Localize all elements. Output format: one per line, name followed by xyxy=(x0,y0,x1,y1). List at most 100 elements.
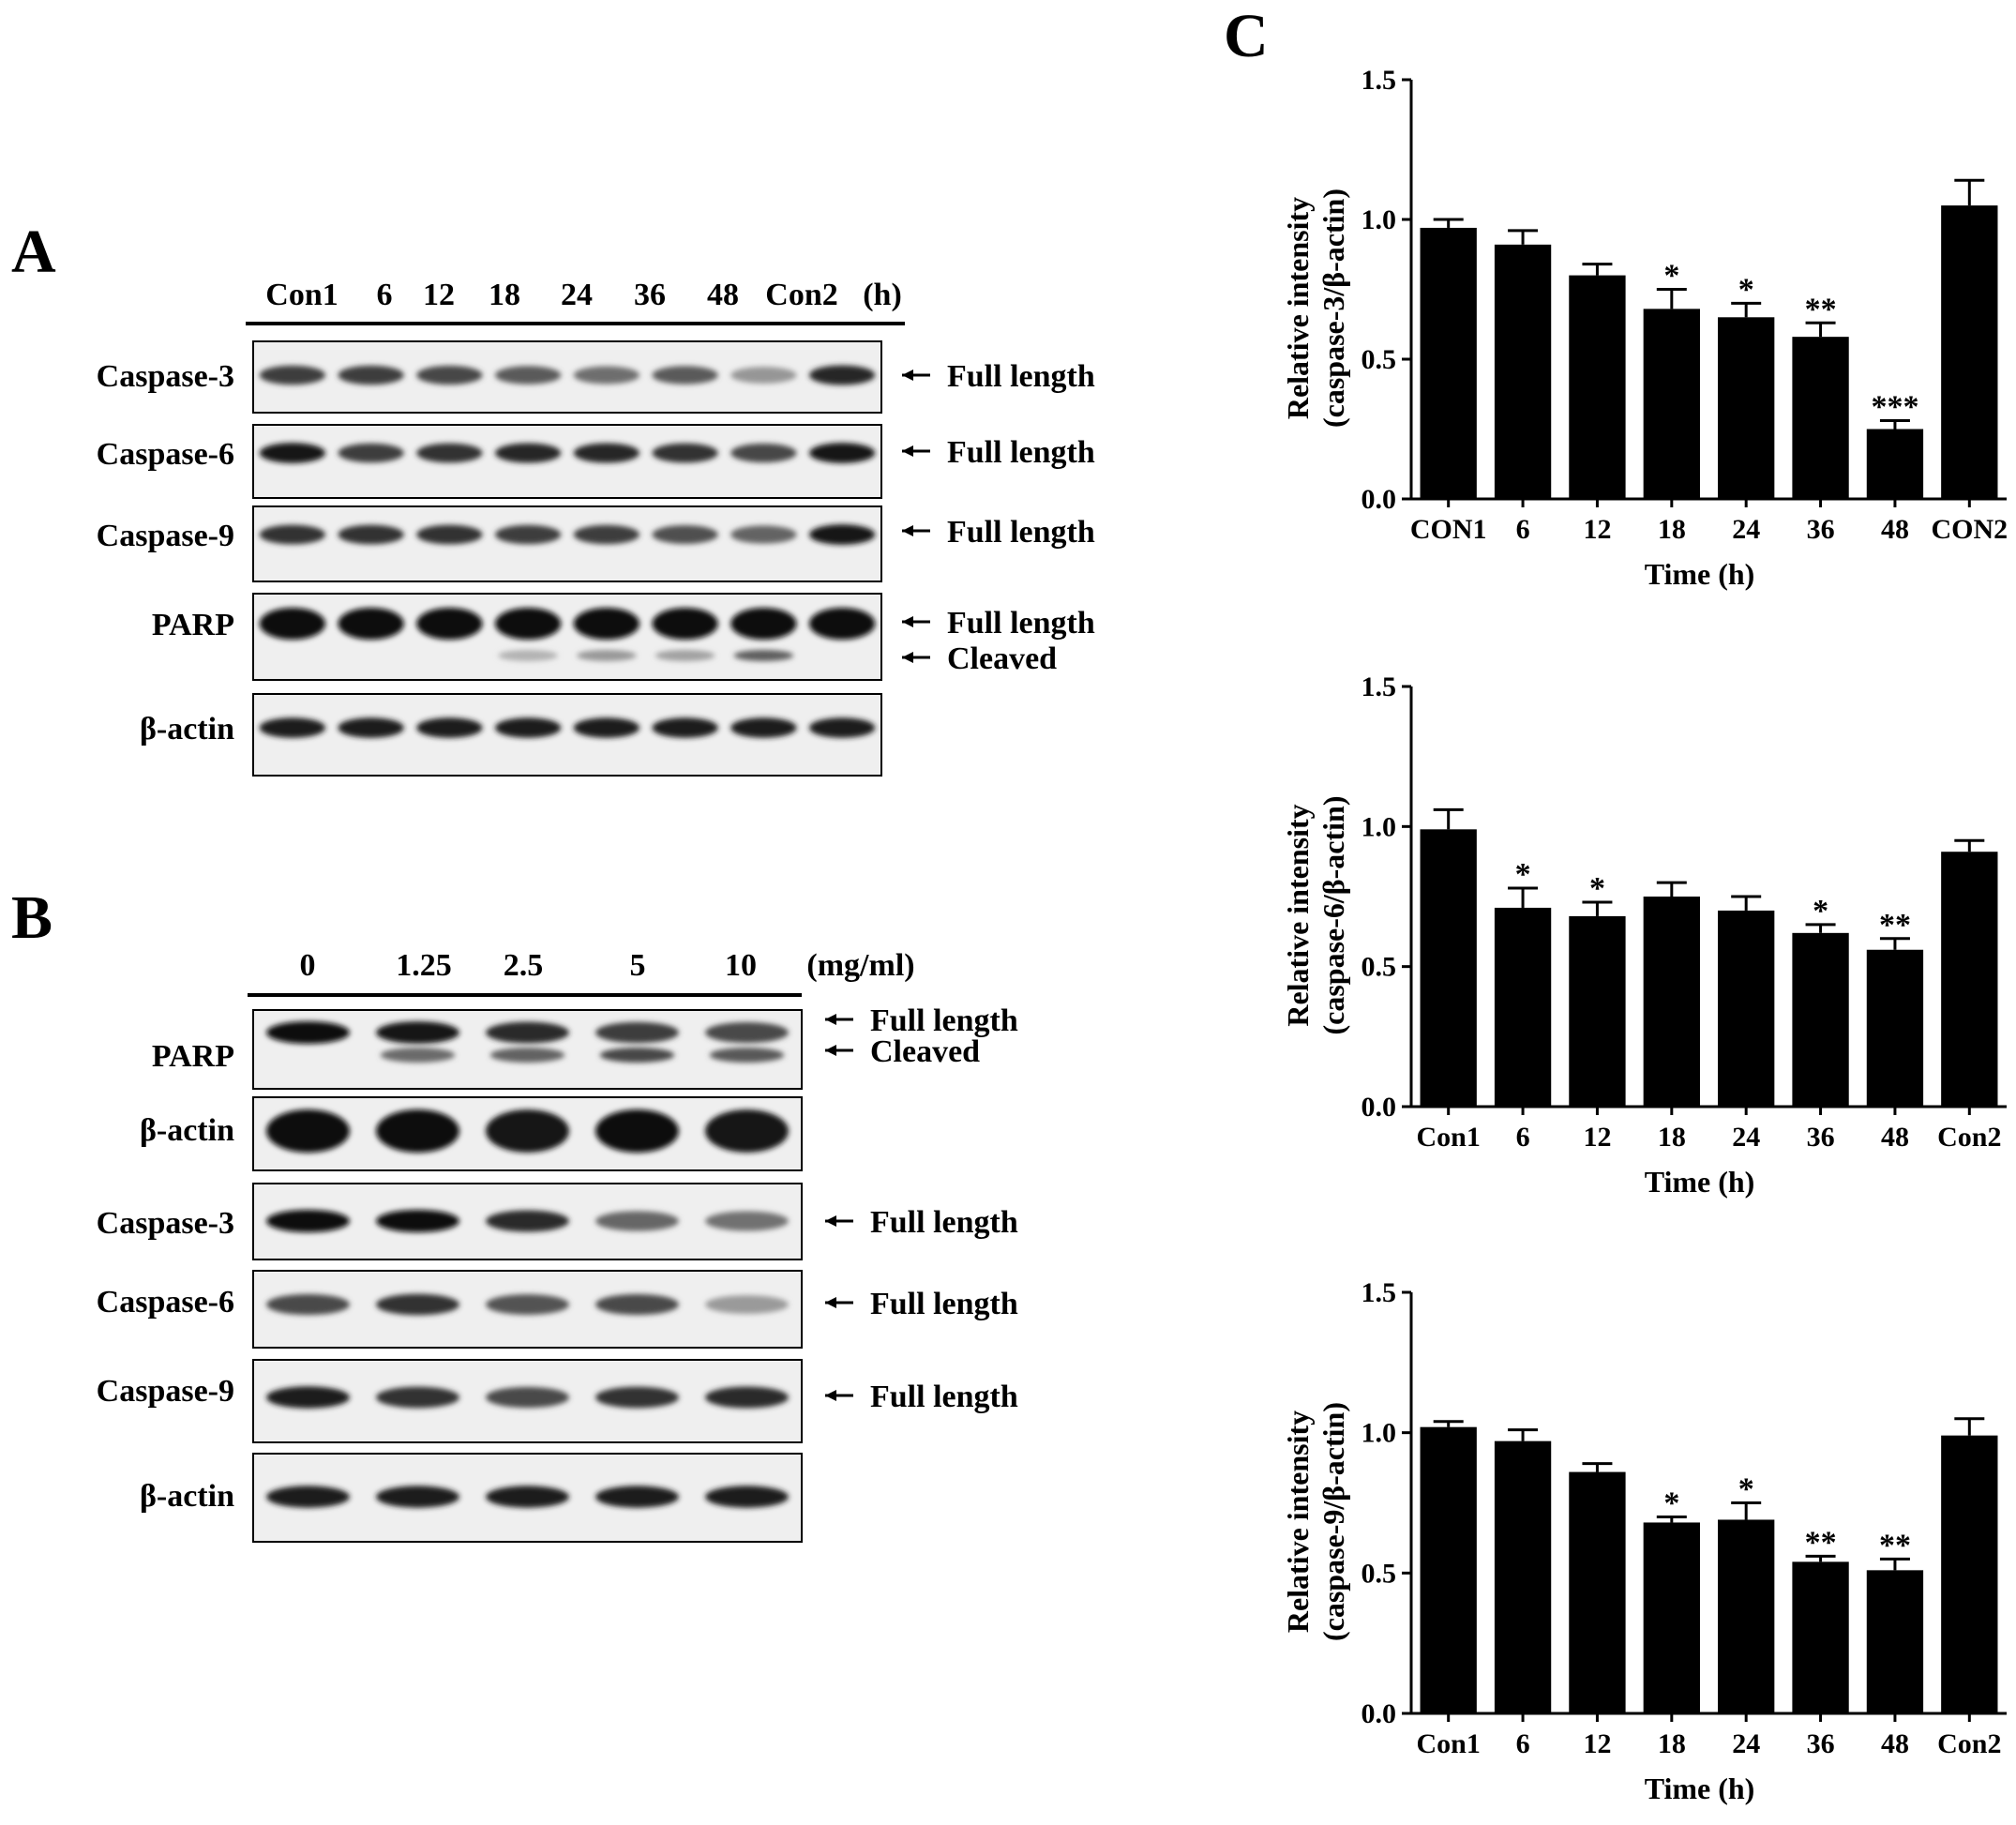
blot-row-label: β-actin xyxy=(140,712,234,747)
blot-band xyxy=(486,1109,569,1153)
blot-row-label: Caspase-3 xyxy=(97,359,234,394)
blot-band xyxy=(573,366,640,385)
bar xyxy=(1494,1440,1552,1713)
blot-row-label: PARP xyxy=(152,1039,234,1074)
blot-row: β-actin xyxy=(140,693,882,777)
bar xyxy=(1643,897,1700,1107)
y-tick-label: 1.0 xyxy=(1362,811,1397,842)
x-tick-label: 12 xyxy=(1583,514,1611,545)
blot-band xyxy=(338,443,404,463)
blot-band xyxy=(266,1486,350,1508)
blot-band-cleaved xyxy=(489,1048,565,1063)
panel-b-lane-label: 5 xyxy=(630,948,646,983)
blot-band xyxy=(494,524,562,545)
blot-band xyxy=(705,1295,789,1314)
blot-row-label: PARP xyxy=(152,608,234,642)
panel-a-lane-label: (h) xyxy=(863,278,902,312)
panel-letter-c: C xyxy=(1224,2,1269,70)
blot-band xyxy=(259,608,326,640)
blot-row-label: Caspase-6 xyxy=(97,1285,234,1320)
blot-band xyxy=(808,717,876,738)
y-tick-label: 0.0 xyxy=(1362,1092,1397,1123)
x-tick-label: CON1 xyxy=(1410,514,1487,545)
panel-a-lane-label: 6 xyxy=(377,278,393,312)
blot-annotation: Cleaved xyxy=(947,641,1057,676)
bar xyxy=(1941,1435,1998,1713)
bar xyxy=(1718,910,1775,1107)
blot-annotation: Full length xyxy=(947,515,1095,550)
blot-band xyxy=(338,717,404,738)
blot-band xyxy=(266,1021,350,1044)
x-tick-label: 6 xyxy=(1516,1728,1530,1759)
panel-b-lane-label: 1.25 xyxy=(396,948,452,983)
y-tick-label: 0.5 xyxy=(1362,952,1397,983)
blot-band xyxy=(573,608,640,640)
blot-band xyxy=(705,1386,789,1409)
blot-band xyxy=(730,525,797,544)
blot-band xyxy=(595,1486,679,1508)
blot-band xyxy=(573,524,640,545)
y-tick-label: 1.5 xyxy=(1362,65,1397,96)
blot-band xyxy=(705,1486,789,1508)
blot-row-label: Caspase-9 xyxy=(97,519,234,553)
blot-band-cleaved xyxy=(577,650,637,661)
panel-b-lane-label: 10 xyxy=(725,948,757,983)
y-tick-label: 1.0 xyxy=(1362,1418,1397,1449)
bar xyxy=(1792,1561,1849,1713)
blot-band xyxy=(730,608,797,640)
significance-marker: ** xyxy=(1805,1525,1837,1560)
y-tick-label: 0.0 xyxy=(1362,484,1397,515)
panel-a-lane-label: 48 xyxy=(707,278,739,312)
significance-marker: * xyxy=(1663,1486,1679,1520)
arrow-icon xyxy=(825,1297,853,1308)
panel-a-lane-label: Con2 xyxy=(765,278,837,312)
blot-frame xyxy=(252,693,882,777)
bar xyxy=(1420,829,1477,1107)
x-tick-label: Con2 xyxy=(1937,1728,2001,1759)
blot-band-cleaved xyxy=(654,650,715,661)
blot-band xyxy=(338,524,404,545)
arrow-icon xyxy=(902,525,930,536)
blot-band xyxy=(595,1021,679,1044)
x-tick-label: 48 xyxy=(1881,1728,1909,1759)
blot-row: Caspase-3 Full length xyxy=(97,1183,1018,1260)
bar-chart: 0.0 0.5 1.0 1.5 Relative intensity (caspase-9… xyxy=(1281,1277,2007,1805)
blot-band-cleaved xyxy=(380,1048,456,1063)
x-axis-label: Time (h) xyxy=(1645,1165,1755,1199)
blot-band-cleaved xyxy=(498,650,558,661)
bar xyxy=(1941,852,1998,1107)
y-axis-label: (caspase-6/β-actin) xyxy=(1316,795,1350,1034)
blot-band xyxy=(266,1210,350,1232)
blot-band xyxy=(416,608,483,640)
blot-band xyxy=(494,717,562,738)
blot-band xyxy=(416,717,483,738)
significance-marker: * xyxy=(1813,894,1828,928)
x-tick-label: 36 xyxy=(1807,514,1835,545)
blot-row-label: Caspase-3 xyxy=(97,1206,234,1241)
significance-marker: ** xyxy=(1879,1528,1911,1562)
y-tick-label: 1.5 xyxy=(1362,1277,1397,1308)
blot-annotation: Full length xyxy=(947,435,1095,470)
blot-row: Caspase-6 Full length xyxy=(97,424,1095,499)
blot-annotation: Cleaved xyxy=(870,1034,980,1069)
panel-a: A Con1 6 12 18 24 36 48 Con2 (h) Caspase-3 Full l… xyxy=(11,218,1095,777)
blot-band xyxy=(259,443,326,463)
arrow-icon xyxy=(902,445,930,457)
x-tick-label: 6 xyxy=(1516,1122,1530,1153)
x-tick-label: 18 xyxy=(1658,1728,1686,1759)
blot-band-cleaved xyxy=(599,1048,675,1063)
blot-band xyxy=(266,1386,350,1409)
panel-a-lane-label: 12 xyxy=(423,278,455,312)
blot-band xyxy=(376,1486,459,1508)
blot-annotation: Full length xyxy=(870,1287,1018,1321)
bar xyxy=(1866,949,1924,1107)
x-tick-label: 18 xyxy=(1658,1122,1686,1153)
panel-a-blots: Caspase-3 Full length Caspase-6 Full length… xyxy=(97,340,1095,777)
x-tick-label: 12 xyxy=(1583,1728,1611,1759)
bar xyxy=(1569,1471,1626,1713)
arrow-icon xyxy=(902,616,930,627)
